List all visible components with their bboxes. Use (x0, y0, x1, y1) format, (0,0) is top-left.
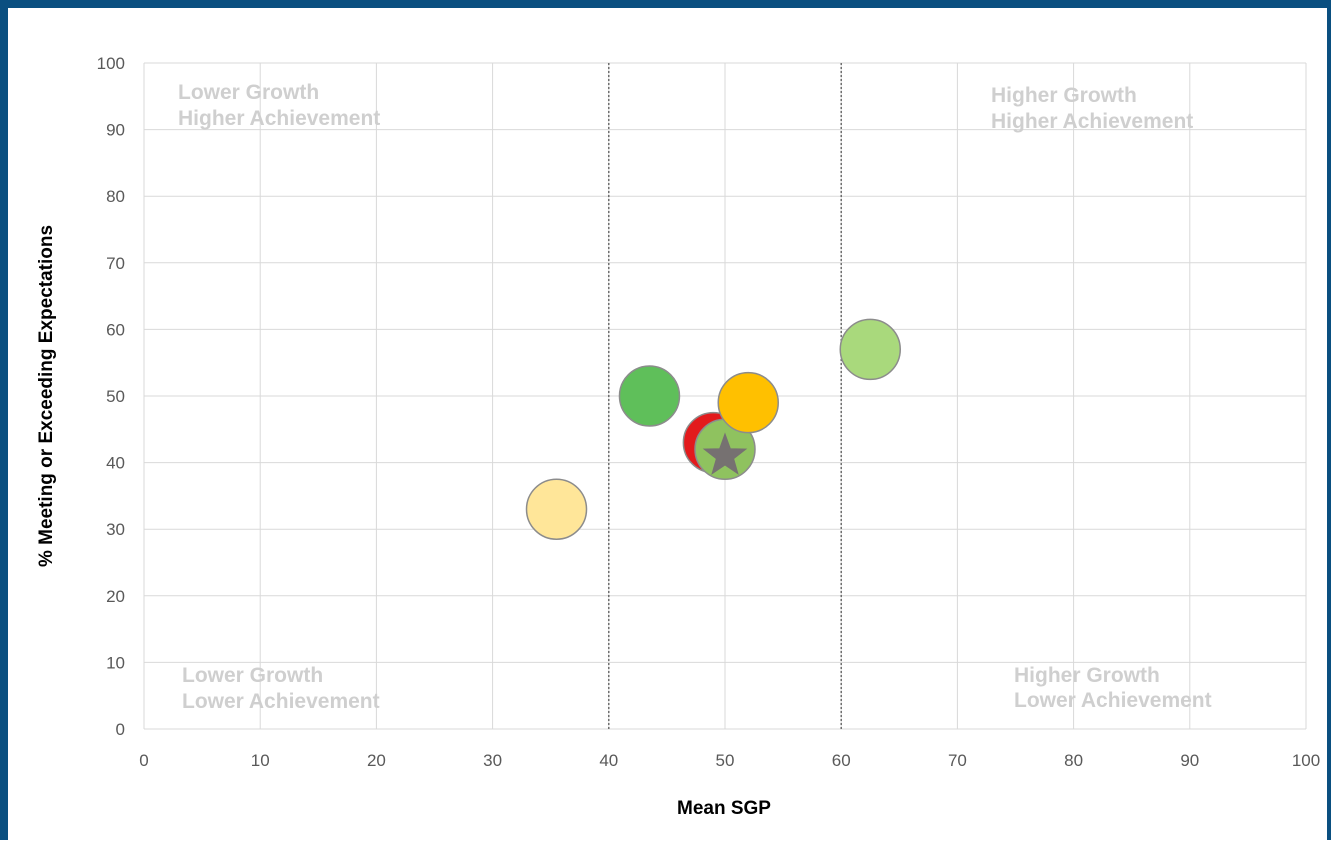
quadrant-labels: Lower Growth Higher Achievement Higher G… (178, 81, 1212, 713)
x-tick-label: 20 (367, 751, 386, 770)
data-points (525, 318, 901, 540)
quad-top-right-line2: Higher Achievement (991, 110, 1193, 133)
quad-bottom-right-line1: Higher Growth (1014, 664, 1160, 687)
y-tick-label: 90 (106, 121, 125, 140)
quad-top-left-line1: Lower Growth (178, 81, 319, 104)
y-tick-label: 40 (106, 454, 125, 473)
x-tick-label: 40 (599, 751, 618, 770)
tick-labels: 0 10 20 30 40 50 60 70 80 90 100 0 10 20 30 40 50 60 70 80 9… (97, 54, 1321, 770)
y-tick-label: 70 (106, 254, 125, 273)
grid-lines (143, 62, 1307, 730)
x-tick-label: 100 (1292, 751, 1320, 770)
x-tick-label: 70 (948, 751, 967, 770)
y-tick-label: 10 (106, 653, 125, 672)
bubble-point (525, 478, 588, 540)
x-tick-label: 0 (139, 751, 148, 770)
quad-bottom-right-line2: Lower Achievement (1014, 689, 1212, 712)
x-axis-title: Mean SGP (677, 798, 771, 819)
y-tick-label: 30 (106, 520, 125, 539)
bubble-point (839, 318, 901, 381)
x-tick-label: 90 (1180, 751, 1199, 770)
y-tick-label: 100 (97, 54, 125, 73)
y-tick-label: 0 (116, 720, 125, 739)
quad-top-left-line2: Higher Achievement (178, 107, 380, 130)
x-tick-label: 60 (832, 751, 851, 770)
bubble-point (717, 371, 779, 434)
quad-bottom-left-line2: Lower Achievement (182, 690, 380, 713)
x-tick-label: 10 (251, 751, 270, 770)
bubble-point (618, 365, 681, 427)
quad-top-right-line1: Higher Growth (991, 84, 1137, 107)
x-tick-label: 80 (1064, 751, 1083, 770)
x-tick-label: 30 (483, 751, 502, 770)
y-tick-label: 50 (106, 387, 125, 406)
y-tick-label: 20 (106, 587, 125, 606)
x-tick-label: 50 (716, 751, 735, 770)
reference-lines (608, 63, 842, 729)
y-tick-label: 60 (106, 320, 125, 339)
y-tick-label: 80 (106, 187, 125, 206)
star-point (702, 432, 748, 475)
y-axis-title: % Meeting or Exceeding Expectations (36, 225, 57, 567)
scatter-chart: Lower Growth Higher Achievement Higher G… (36, 54, 1321, 819)
quad-bottom-left-line1: Lower Growth (182, 664, 323, 687)
